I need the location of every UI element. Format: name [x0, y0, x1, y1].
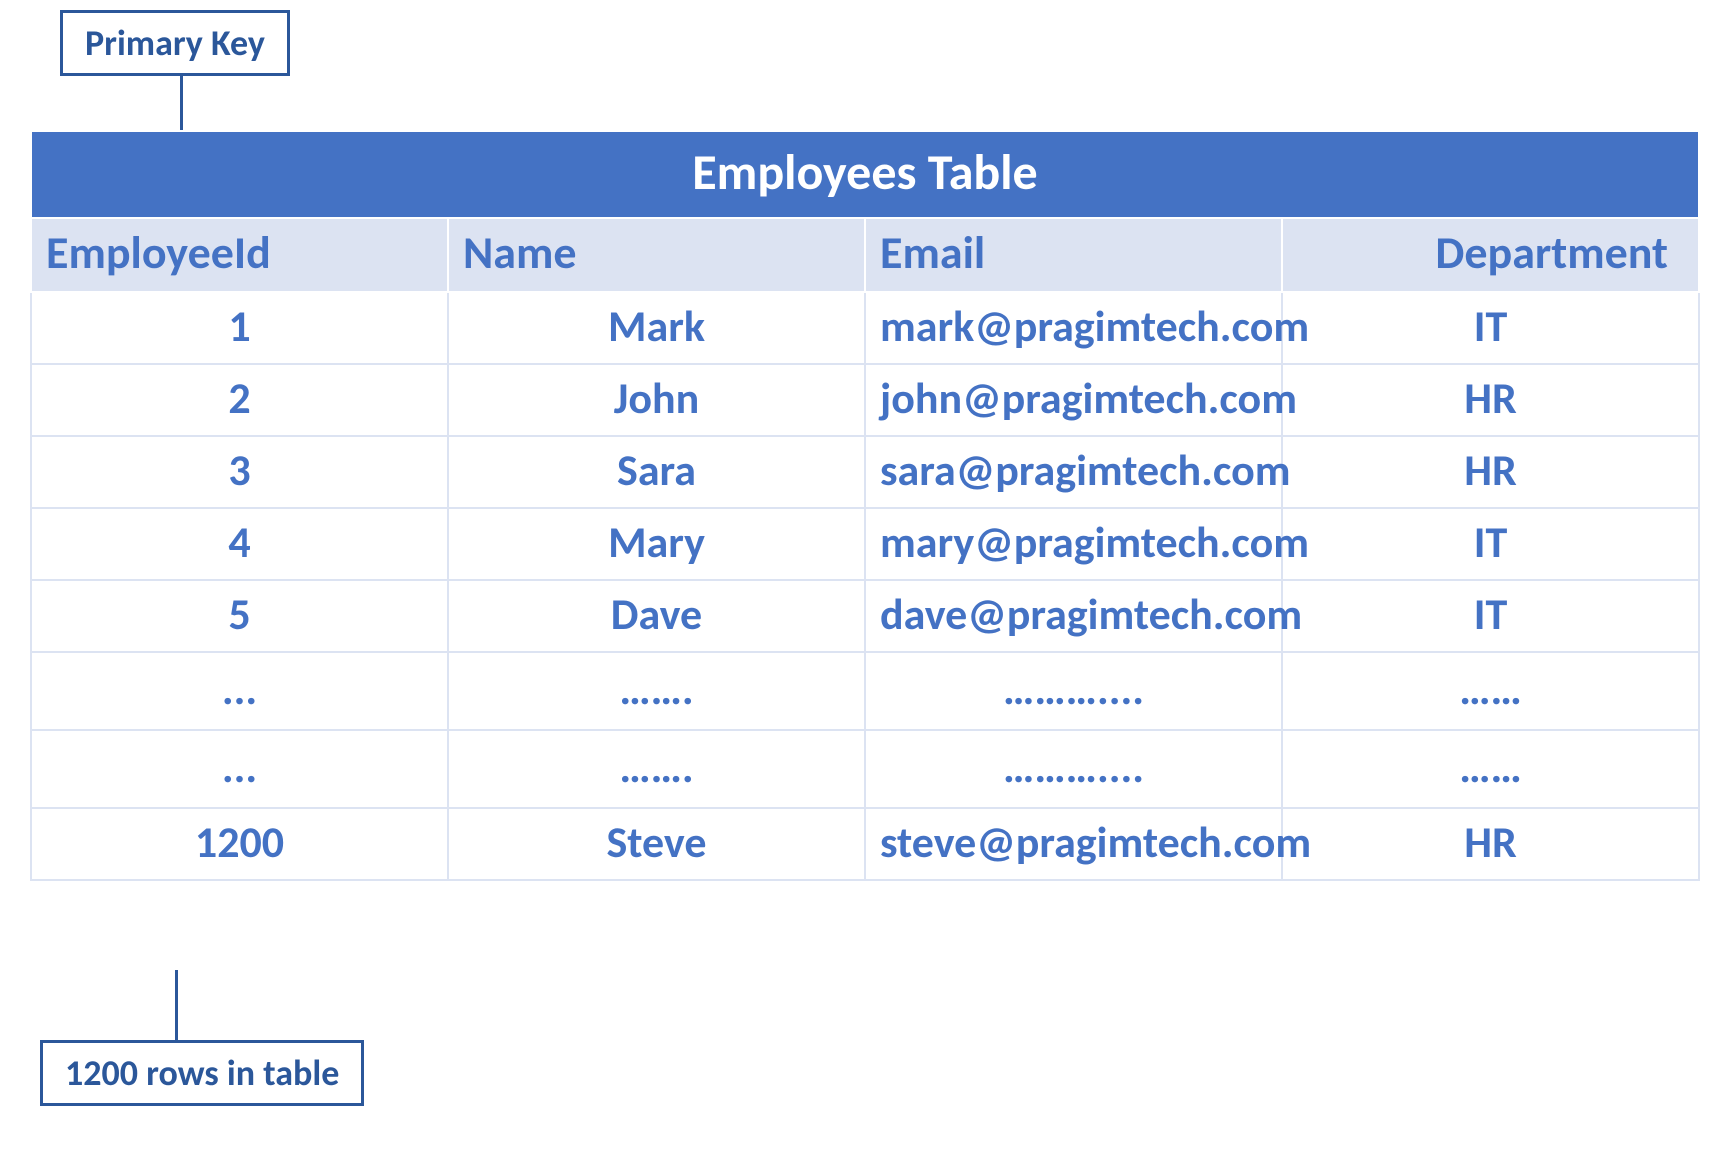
cell-email: sara@pragimtech.com [865, 436, 1282, 508]
cell-dept: IT [1282, 292, 1699, 364]
cell-dept: HR [1282, 364, 1699, 436]
cell-id: 4 [31, 508, 448, 580]
cell-email: mary@pragimtech.com [865, 508, 1282, 580]
cell-email: steve@pragimtech.com [865, 808, 1282, 880]
col-header-name: Name [448, 218, 865, 292]
cell-dept: IT [1282, 580, 1699, 652]
table-row: 1 Mark mark@pragimtech.com IT [31, 292, 1699, 364]
cell-email: ……….... [865, 652, 1282, 730]
cell-id: 3 [31, 436, 448, 508]
table-title: Employees Table [31, 131, 1699, 218]
cell-email: dave@pragimtech.com [865, 580, 1282, 652]
cell-dept: IT [1282, 508, 1699, 580]
cell-dept: …… [1282, 652, 1699, 730]
cell-id: ... [31, 652, 448, 730]
col-header-email: Email [865, 218, 1282, 292]
table-row: 4 Mary mary@pragimtech.com IT [31, 508, 1699, 580]
cell-name: Sara [448, 436, 865, 508]
col-header-dept: Department [1282, 218, 1699, 292]
cell-id: 1200 [31, 808, 448, 880]
cell-id: 5 [31, 580, 448, 652]
cell-name: ……. [448, 652, 865, 730]
cell-id: ... [31, 730, 448, 808]
table-ellipsis-row: ... ……. ……….... …… [31, 730, 1699, 808]
cell-name: John [448, 364, 865, 436]
cell-email: ……….... [865, 730, 1282, 808]
cell-id: 1 [31, 292, 448, 364]
table-row: 3 Sara sara@pragimtech.com HR [31, 436, 1699, 508]
table-header-row: EmployeeId Name Email Department [31, 218, 1699, 292]
col-header-id: EmployeeId [31, 218, 448, 292]
cell-name: Mary [448, 508, 865, 580]
cell-name: Mark [448, 292, 865, 364]
cell-dept: HR [1282, 436, 1699, 508]
cell-email: john@pragimtech.com [865, 364, 1282, 436]
cell-dept: HR [1282, 808, 1699, 880]
cell-name: Steve [448, 808, 865, 880]
row-count-callout: 1200 rows in table [40, 1040, 364, 1106]
cell-id: 2 [31, 364, 448, 436]
table-row: 1200 Steve steve@pragimtech.com HR [31, 808, 1699, 880]
row-count-connector [175, 970, 178, 1040]
employees-table-wrapper: Employees Table EmployeeId Name Email De… [30, 130, 1700, 881]
table-row: 2 John john@pragimtech.com HR [31, 364, 1699, 436]
cell-dept: …… [1282, 730, 1699, 808]
cell-name: ……. [448, 730, 865, 808]
table-row: 5 Dave dave@pragimtech.com IT [31, 580, 1699, 652]
table-ellipsis-row: ... ……. ……….... …… [31, 652, 1699, 730]
employees-table: Employees Table EmployeeId Name Email De… [30, 130, 1700, 881]
table-title-row: Employees Table [31, 131, 1699, 218]
primary-key-callout: Primary Key [60, 10, 290, 76]
cell-email: mark@pragimtech.com [865, 292, 1282, 364]
cell-name: Dave [448, 580, 865, 652]
